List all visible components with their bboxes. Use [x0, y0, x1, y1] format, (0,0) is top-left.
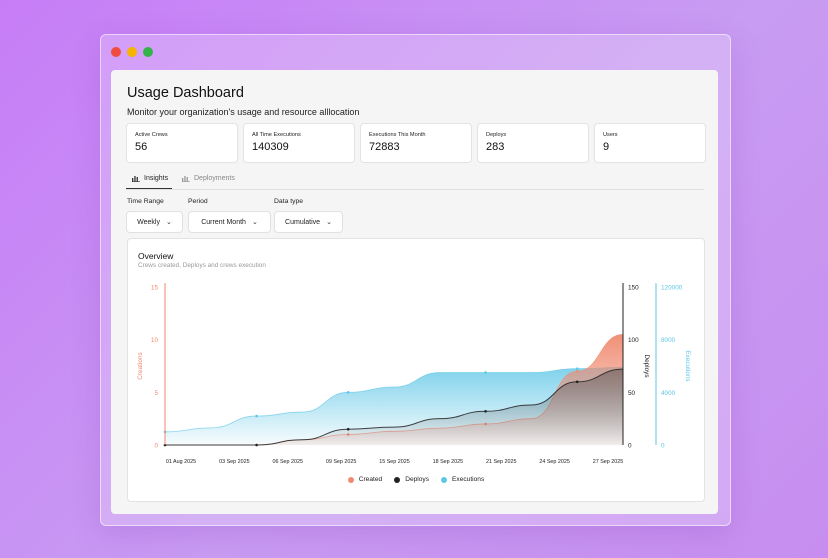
stat-value: 140309: [252, 141, 289, 153]
chart-legend: Created Deploys Executions: [128, 476, 704, 483]
legend-swatch-deploys: [394, 476, 401, 483]
x-tick-label: 24 Sep 2025: [539, 459, 570, 465]
data-point-executions: [255, 414, 258, 418]
data-point-deploys: [484, 409, 487, 413]
select-value: Cumulative: [285, 218, 321, 226]
data-point-deploys: [575, 380, 579, 384]
stat-card-deploys: Deploys 283: [477, 123, 589, 163]
chevron-down-icon: ⌄: [165, 219, 172, 226]
legend-label: Executions: [452, 476, 485, 483]
x-tick-label: 09 Sep 2025: [326, 459, 357, 465]
deploys-tick-label: 100: [628, 337, 639, 344]
executions-axis-label: Executions: [684, 350, 691, 381]
executions-tick-label: 4000: [661, 390, 676, 397]
series-line-executions: [164, 366, 624, 433]
tab-label: Deployments: [194, 175, 235, 182]
app-frame: Usage Dashboard Monitor your organizatio…: [100, 34, 731, 526]
select-value: Weekly: [137, 218, 160, 226]
data-point-executions: [575, 367, 579, 370]
x-tick-label: 06 Sep 2025: [272, 459, 303, 465]
data-point-deploys: [346, 427, 350, 431]
x-tick-label: 03 Sep 2025: [219, 459, 250, 465]
legend-executions[interactable]: Executions: [441, 476, 484, 483]
legend-label: Created: [358, 476, 383, 483]
deploys-axis-label: Deploys: [643, 354, 650, 377]
stat-card-executions-this-month: Executions This Month 72883: [360, 123, 472, 163]
deploys-tick-label: 150: [628, 285, 639, 292]
x-tick-label: 27 Sep 2025: [593, 459, 624, 465]
stat-label: Active Crews: [135, 132, 168, 138]
data-point-executions: [484, 371, 487, 374]
time-range-label: Time Range: [127, 198, 164, 205]
bar-chart-icon: [182, 176, 190, 182]
stat-label: Deploys: [486, 132, 507, 138]
chevron-down-icon: ⌄: [251, 219, 258, 226]
overview-title: Overview: [138, 251, 174, 261]
select-value: Current Month: [201, 218, 246, 226]
period-label: Period: [188, 198, 208, 205]
close-window-button[interactable]: [111, 47, 121, 57]
executions-tick-label: 0: [661, 443, 665, 450]
legend-created[interactable]: Created: [347, 476, 383, 483]
data-point-deploys: [255, 443, 258, 447]
stat-value: 72883: [369, 141, 400, 153]
maximize-window-button[interactable]: [143, 47, 153, 57]
legend-swatch-created: [347, 476, 354, 483]
series-line-deploys: [165, 368, 624, 446]
legend-deploys[interactable]: Deploys: [394, 476, 429, 483]
creations-tick-label: 0: [154, 443, 158, 450]
executions-tick-label: 8000: [661, 337, 676, 344]
tab-insights[interactable]: Insights: [125, 172, 173, 189]
bar-chart-icon: [132, 176, 140, 182]
stat-label: Users: [603, 132, 618, 138]
stat-label: Executions This Month: [369, 132, 426, 138]
legend-label: Deploys: [405, 476, 430, 483]
period-select[interactable]: Current Month ⌄: [188, 211, 271, 233]
overview-chart: 0 5 10 15 Creations 0 50 100 150 Deploys 0 4000 8000…: [137, 283, 691, 465]
minimize-window-button[interactable]: [127, 47, 137, 57]
data-type-label: Data type: [274, 198, 304, 205]
window-controls: [111, 47, 153, 57]
executions-tick-label: 120000: [661, 285, 683, 292]
dashboard-window: Usage Dashboard Monitor your organizatio…: [111, 70, 718, 514]
series-area-deploys: [165, 369, 623, 445]
creations-tick-label: 15: [151, 285, 159, 292]
data-point-executions: [346, 391, 350, 394]
stat-label: All Time Executions: [252, 132, 301, 138]
time-range-select[interactable]: Weekly ⌄: [126, 211, 183, 233]
stat-value: 283: [486, 141, 505, 153]
tab-deployments[interactable]: Deployments: [182, 172, 235, 185]
deploys-tick-label: 50: [628, 390, 636, 397]
deploys-tick-label: 0: [628, 443, 632, 450]
stat-value: 56: [135, 141, 148, 153]
stat-card-active-crews: Active Crews 56: [126, 123, 238, 163]
creations-tick-label: 5: [154, 390, 158, 397]
x-tick-label: 15 Sep 2025: [379, 459, 410, 465]
stat-card-all-time-executions: All Time Executions 140309: [243, 123, 355, 163]
stat-value: 9: [603, 141, 610, 153]
overview-card: Overview Crews created, Deploys and crew…: [127, 238, 705, 502]
stats-row: Active Crews 56 All Time Executions 1403…: [126, 123, 706, 163]
x-tick-label: 18 Sep 2025: [433, 459, 464, 465]
tab-label: Insights: [144, 175, 169, 182]
page-title: Usage Dashboard: [127, 85, 244, 101]
stat-card-users: Users 9: [594, 123, 706, 163]
x-tick-label: 01 Aug 2025: [166, 459, 196, 465]
creations-tick-label: 10: [151, 337, 159, 344]
overview-subtitle: Crews created, Deploys and crews executi…: [138, 262, 266, 269]
data-point-created: [575, 369, 579, 373]
x-tick-label: 21 Sep 2025: [486, 459, 517, 465]
data-type-select[interactable]: Cumulative ⌄: [274, 211, 343, 233]
legend-swatch-executions: [441, 476, 448, 483]
page-subtitle: Monitor your organization's usage and re…: [127, 107, 360, 117]
tab-bar: Insights Deployments: [125, 169, 704, 190]
creations-axis-label: Creations: [137, 352, 144, 379]
chevron-down-icon: ⌄: [326, 219, 332, 226]
